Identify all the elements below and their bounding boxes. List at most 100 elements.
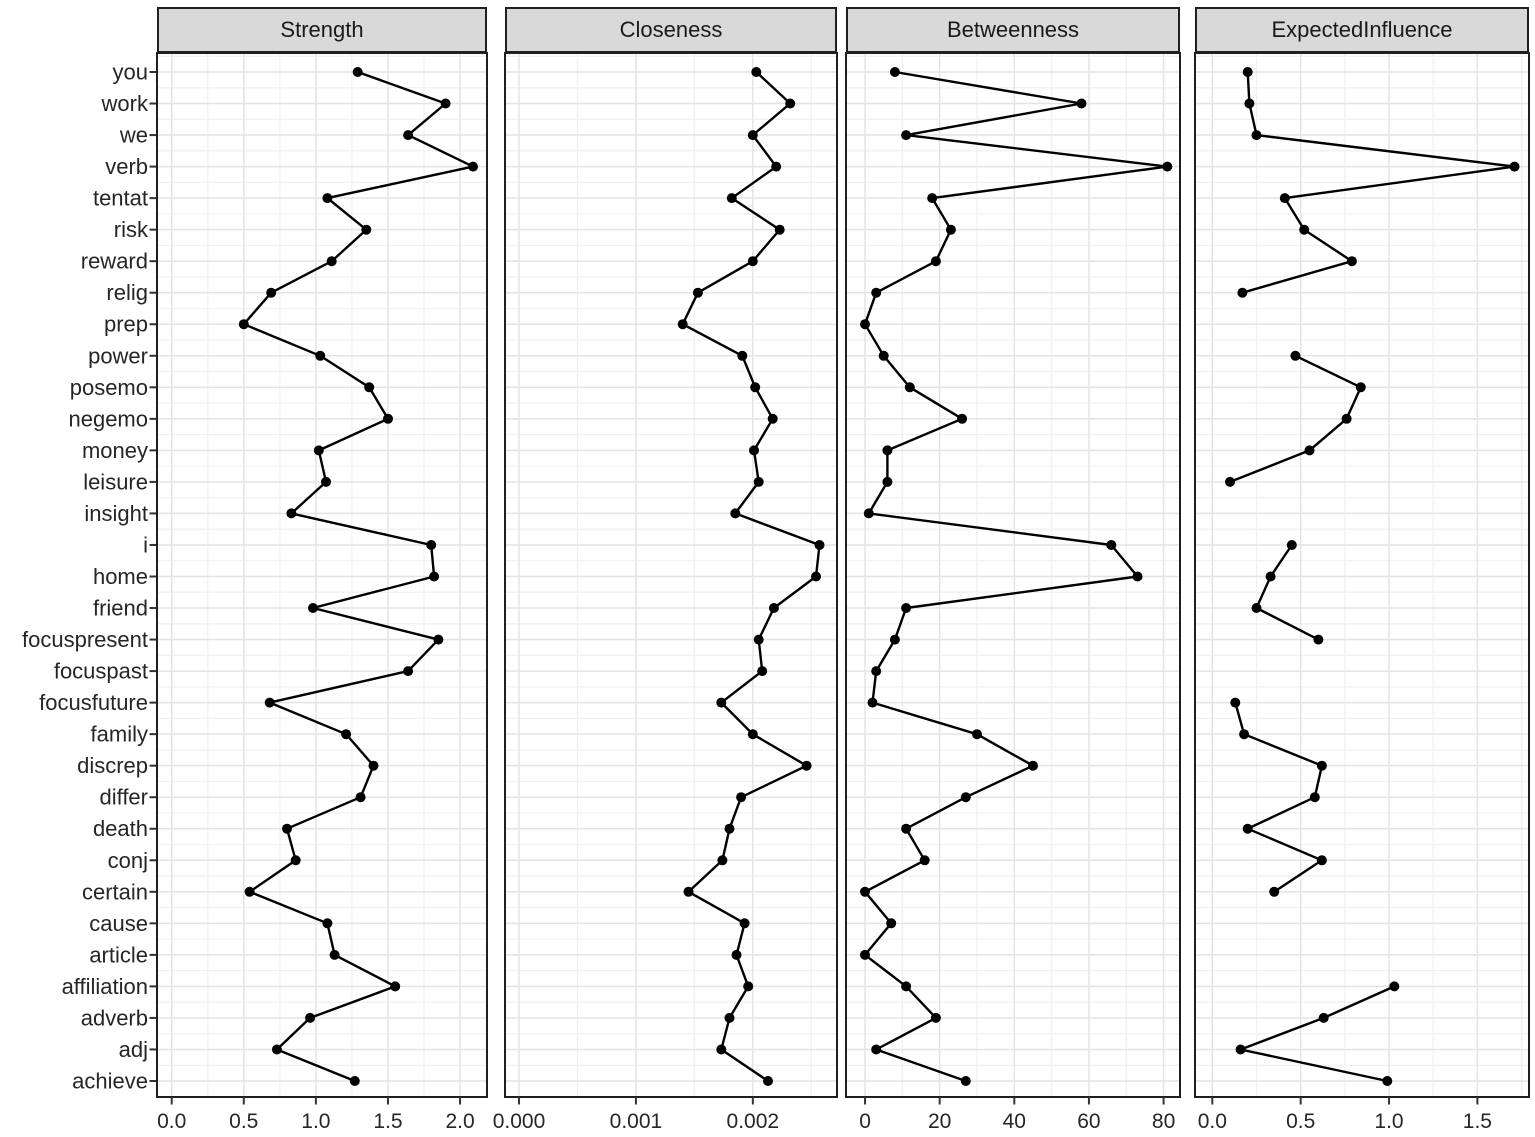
facet-title-betweenness: Betweenness bbox=[946, 17, 1080, 42]
data-point-closeness bbox=[677, 319, 688, 330]
data-point-closeness bbox=[774, 224, 785, 235]
data-point-betweenness bbox=[930, 256, 941, 267]
x-axis-strength: 0.0 0.5 1.0 1.5 2.0 bbox=[157, 1097, 475, 1133]
data-point-betweenness bbox=[867, 697, 878, 708]
data-point-betweenness bbox=[945, 224, 956, 235]
facet-strip-betweenness: Betweenness bbox=[846, 7, 1180, 53]
panel-strength bbox=[156, 52, 488, 1098]
data-point-closeness bbox=[724, 1012, 735, 1023]
y-axis-label: differ bbox=[99, 785, 148, 810]
panel-betweenness bbox=[845, 52, 1181, 1098]
data-point-closeness bbox=[767, 413, 778, 424]
data-point-closeness bbox=[683, 886, 694, 897]
data-point-expectedinfluence bbox=[1313, 634, 1324, 645]
data-point-expectedinfluence bbox=[1265, 571, 1276, 582]
data-point-closeness bbox=[743, 981, 754, 992]
y-axis-label: focuspresent bbox=[22, 627, 148, 652]
data-point-betweenness bbox=[957, 413, 968, 424]
y-axis-label: article bbox=[89, 942, 148, 967]
series-line-expectedinfluence bbox=[1241, 70, 1516, 294]
x-axis-tick-label: 0.5 bbox=[229, 1110, 258, 1133]
data-point-betweenness bbox=[960, 1076, 971, 1086]
data-point-strength bbox=[468, 161, 478, 172]
data-point-closeness bbox=[736, 792, 747, 803]
y-axis-label: discrep bbox=[77, 753, 148, 778]
data-point-betweenness bbox=[901, 130, 912, 141]
x-axis-tick-label: 80 bbox=[1152, 1110, 1175, 1133]
data-point-strength bbox=[315, 350, 326, 361]
data-point-expectedinfluence bbox=[1316, 855, 1327, 866]
data-point-expectedinfluence bbox=[1318, 1012, 1329, 1023]
y-axis-label: reward bbox=[81, 249, 148, 274]
y-axis-label: focusfuture bbox=[39, 690, 148, 715]
x-axis-tick-label: 1.5 bbox=[373, 1110, 402, 1133]
x-axis-tick-label: 1.5 bbox=[1463, 1110, 1492, 1133]
y-axis-label: work bbox=[101, 91, 149, 116]
data-point-closeness bbox=[785, 98, 796, 109]
data-point-closeness bbox=[801, 760, 812, 771]
data-point-betweenness bbox=[889, 67, 900, 77]
data-point-strength bbox=[305, 1012, 316, 1023]
y-axis-label: risk bbox=[114, 217, 149, 242]
y-axis-label: adverb bbox=[81, 1005, 148, 1030]
data-point-closeness bbox=[811, 571, 821, 582]
data-point-betweenness bbox=[882, 445, 893, 456]
data-point-betweenness bbox=[889, 634, 900, 645]
data-point-expectedinfluence bbox=[1304, 445, 1315, 456]
data-point-strength bbox=[264, 697, 275, 708]
x-axis-tick-label: 0.000 bbox=[493, 1110, 546, 1133]
y-axis-label: focuspast bbox=[54, 659, 148, 684]
y-axis-label: we bbox=[119, 123, 148, 148]
y-axis-label: leisure bbox=[83, 469, 148, 494]
data-point-betweenness bbox=[1132, 571, 1143, 582]
data-point-betweenness bbox=[901, 981, 912, 992]
y-axis-label: death bbox=[93, 816, 148, 841]
data-point-closeness bbox=[749, 445, 759, 456]
data-point-strength bbox=[329, 949, 340, 960]
data-point-closeness bbox=[739, 918, 750, 929]
data-point-betweenness bbox=[871, 287, 882, 298]
data-point-strength bbox=[282, 823, 292, 834]
facet-title-closeness: Closeness bbox=[619, 17, 723, 42]
data-point-closeness bbox=[747, 130, 758, 141]
data-point-strength bbox=[368, 760, 379, 771]
data-point-expectedinfluence bbox=[1251, 130, 1262, 141]
data-point-betweenness bbox=[972, 729, 982, 740]
data-point-betweenness bbox=[901, 823, 912, 834]
x-axis-tick-label: 0.0 bbox=[157, 1110, 186, 1133]
data-point-expectedinfluence bbox=[1230, 697, 1241, 708]
data-point-betweenness bbox=[930, 1012, 941, 1023]
y-axis-label: negemo bbox=[68, 406, 148, 431]
y-axis-label: posemo bbox=[70, 375, 148, 400]
data-point-strength bbox=[352, 67, 363, 77]
data-point-closeness bbox=[751, 67, 762, 77]
data-point-expectedinfluence bbox=[1341, 413, 1352, 424]
y-axis: you work we verb tentat risk reward relig prep po… bbox=[22, 60, 157, 1093]
data-point-strength bbox=[355, 792, 366, 803]
panel-border-betweenness bbox=[845, 52, 1181, 1098]
y-axis-label: money bbox=[82, 438, 148, 463]
panel-border-closeness bbox=[504, 52, 838, 1098]
y-axis-label: adj bbox=[119, 1037, 148, 1062]
data-point-betweenness bbox=[1028, 760, 1038, 771]
data-point-strength bbox=[286, 508, 297, 519]
data-point-expectedinfluence bbox=[1299, 224, 1310, 235]
data-point-betweenness bbox=[882, 476, 893, 487]
data-point-closeness bbox=[726, 193, 737, 204]
data-point-strength bbox=[390, 981, 401, 992]
data-point-expectedinfluence bbox=[1251, 603, 1262, 613]
data-point-betweenness bbox=[927, 193, 938, 204]
x-axis-tick-label: 0.002 bbox=[727, 1110, 780, 1133]
data-point-expectedinfluence bbox=[1290, 350, 1301, 361]
data-point-strength bbox=[238, 319, 249, 330]
y-axis-label: relig bbox=[106, 280, 148, 305]
data-point-closeness bbox=[731, 949, 742, 960]
data-point-expectedinfluence bbox=[1509, 161, 1520, 172]
data-point-strength bbox=[341, 729, 352, 740]
facet-strip-closeness: Closeness bbox=[505, 7, 837, 53]
y-axis-label: home bbox=[93, 564, 148, 589]
facet-strip-expectedinfluence: ExpectedInfluence bbox=[1195, 7, 1529, 53]
data-point-strength bbox=[290, 855, 301, 866]
data-point-strength bbox=[433, 634, 444, 645]
